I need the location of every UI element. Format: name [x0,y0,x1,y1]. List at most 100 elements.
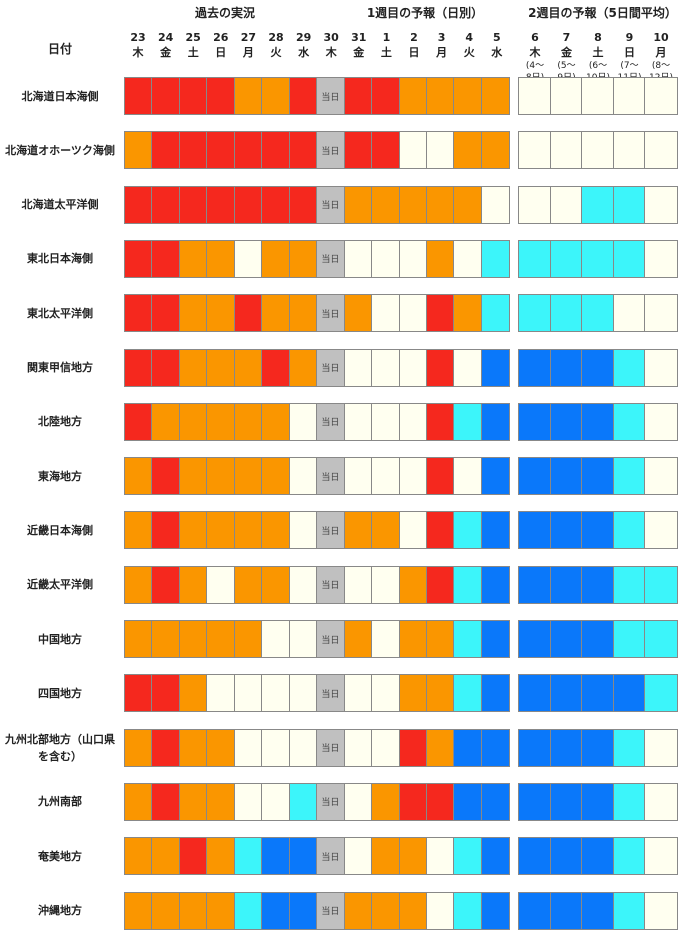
day-cell [207,838,235,875]
day-header-week1-0: 30 木 [317,30,345,60]
day-cell [289,186,318,223]
today-text: 当日 [321,418,340,429]
day-cell [234,675,263,712]
day-number: 26 [213,31,229,44]
day-header-past-0: 23 木 [124,30,152,60]
day-cell [344,892,373,929]
day-cell [454,512,482,549]
region-label: 中国地方 [38,632,82,646]
daily-cells: 当日 [124,457,511,496]
day-cell [344,729,373,766]
day-header-past-6: 29 水 [290,30,318,60]
day-cell [125,675,153,712]
weekday: 木 [529,46,541,59]
day-cell [207,186,235,223]
week2-cell [645,675,678,712]
week2-cell [582,512,614,549]
weekday: 土 [187,46,199,59]
today-text: 当日 [321,526,340,537]
region-label: 九州南部 [38,795,82,809]
today-cell: 当日 [317,675,345,712]
week2-cell [582,729,614,766]
day-cell [262,783,290,820]
daily-cells: 当日 [124,565,511,604]
day-cell [179,729,208,766]
weekday: 土 [592,46,604,59]
day-cell [344,838,373,875]
region-label: 四国地方 [38,686,82,700]
day-cell [262,566,290,603]
day-cell [152,621,180,657]
today-cell: 当日 [317,729,345,766]
week2-cell [645,132,678,169]
day-number: 7 [562,31,571,44]
weekday: 木 [132,46,144,59]
week2-cell [519,566,551,603]
today-text: 当日 [321,689,340,700]
week2-cell [645,566,678,603]
day-cell [454,132,482,169]
week2-cells [518,728,678,767]
day-cell [207,403,235,440]
day-cell [179,349,208,386]
week2-cells [518,782,678,821]
today-text: 当日 [321,201,340,212]
day-cell [399,675,427,712]
day-cell [234,621,263,657]
day-cell [262,458,290,495]
day-number: 31 [351,31,367,44]
today-cell: 当日 [317,621,345,657]
week2-cell [582,78,614,114]
week2-cells [518,674,678,713]
day-cell [481,186,510,223]
day-number: 24 [157,31,174,44]
week2-section-title: 2週目の予報（5日間平均） [528,6,677,20]
day-cell [152,78,180,114]
week2-cell [582,295,614,332]
today-cell: 当日 [317,892,345,929]
day-cell [234,783,263,820]
day-cell [399,838,427,875]
day-cell [152,675,180,712]
day-cell [125,566,153,603]
week2-cells [518,511,678,550]
day-cell [207,675,235,712]
day-cell [179,78,208,114]
today-cell: 当日 [317,132,345,169]
week2-cell [550,295,583,332]
week2-cell [519,403,551,440]
day-cell [179,892,208,929]
week2-cell [550,512,583,549]
day-cell [372,675,400,712]
day-cell [372,512,400,549]
day-cell [289,621,318,657]
today-text: 当日 [321,907,340,917]
day-cell [262,403,290,440]
weekday: 金 [160,46,172,59]
day-cell [152,783,180,820]
week2-cell [582,458,614,495]
region-label: 北海道日本海側 [21,89,99,103]
week2-cell [582,349,614,386]
day-cell [234,512,263,549]
week2-cell [550,458,583,495]
day-cell [262,621,290,657]
day-header-past-1: 24 金 [152,30,180,60]
day-cell [179,403,208,440]
daily-cells: 当日 [124,131,511,170]
weekday: 金 [561,46,572,59]
day-cell [125,78,153,114]
day-cell [125,295,153,332]
day-cell [426,458,455,495]
day-cell [372,349,400,386]
week2-cell [645,729,678,766]
day-cell [234,458,263,495]
day-cell [289,892,318,929]
week2-cell [519,295,551,332]
week2-cell [613,78,646,114]
day-number: 23 [130,31,146,44]
day-header-past-4: 27 月 [234,30,262,60]
week2-cell [550,186,583,223]
day-cell [234,78,263,114]
day-cell [372,403,400,440]
